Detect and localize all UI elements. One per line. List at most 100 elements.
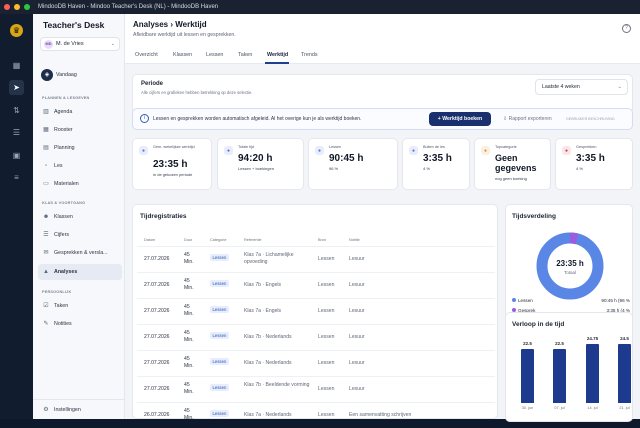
cell-note: Lesuur [349, 360, 365, 366]
grid-icon: ▦ [43, 127, 49, 133]
sidebar-section-plannen: PLANNEN & LESGEVEN [42, 96, 90, 100]
cell-reference: Klas 7a · Lichamelijke opvoeding [244, 252, 294, 265]
category-badge: Lessen [210, 332, 229, 339]
sidebar-item-today[interactable]: ◈ Vandaag [38, 68, 122, 81]
chart-bar[interactable] [586, 343, 599, 403]
period-select[interactable]: Laatste 4 weken ⌄ [535, 79, 628, 95]
table-row[interactable]: 27.07.2026 45 Min. Lessen Klas 7b · Enge… [137, 272, 495, 298]
kpi-value: 90:45 h [329, 153, 364, 164]
chart-bar[interactable] [618, 344, 631, 403]
chat-icon: ✉ [43, 250, 49, 256]
icon-rail: ♛ ▦ ➤ ⇅ ☰ ▣ ≡ [0, 14, 33, 419]
transfer-icon[interactable]: ⇅ [13, 106, 20, 115]
table-row[interactable]: 27.07.2026 45 Min. Lessen Klas 7b · Beel… [137, 376, 495, 402]
help-icon[interactable]: ? [622, 24, 631, 33]
kpi-label: Lessen [329, 145, 342, 149]
minimize-window-button[interactable] [14, 4, 20, 10]
page-header: Analyses › Werktijd Afleidbare werktijd … [125, 14, 640, 64]
cell-date: 26.07.2026 [144, 412, 170, 418]
sidebar-item-cijfers[interactable]: ☰ Cijfers [38, 228, 122, 241]
tab-werktijd[interactable]: Werktijd [267, 52, 289, 58]
sidebar-item-materialen[interactable]: ▭ Materialen [38, 177, 122, 190]
dashboard-icon[interactable]: ▦ [12, 61, 21, 70]
cell-note: Lesuur [349, 334, 365, 340]
sidebar-item-label: Notities [54, 320, 72, 327]
sliders-icon[interactable]: ≡ [14, 173, 19, 182]
sidebar-item-label: Vandaag [56, 71, 77, 78]
cell-reference: Klas 7b · Engels [244, 282, 282, 288]
legend-dot-icon [512, 308, 516, 312]
cell-reference: Klas 7a · Nederlands [244, 412, 292, 418]
legend-label: Lessen [518, 298, 533, 303]
tab-klassen[interactable]: Klassen [173, 52, 193, 58]
category-badge: Lessen [210, 280, 229, 287]
sidebar-item-settings[interactable]: ⚙ Instellingen [38, 403, 122, 416]
sidebar-item-planning[interactable]: ▤ Planning [38, 141, 122, 154]
cell-reference: Klas 7a · Nederlands [244, 360, 292, 366]
table-row[interactable]: 27.07.2026 45 Min. Lessen Klas 7a · Lich… [137, 246, 495, 272]
sidebar-item-les[interactable]: ▫ Les [38, 159, 122, 172]
user-description-link[interactable]: GEBRUIKER BESCHRIJVING [566, 117, 615, 121]
cell-note: Een samenvatting schrijven [349, 412, 412, 418]
kpi-value: 23:35 h [153, 159, 188, 170]
sidebar-item-analyses[interactable]: ▲ Analyses [38, 264, 122, 280]
sidebar-item-label: Les [54, 162, 63, 169]
table-row[interactable]: 27.07.2026 45 Min. Lessen Klas 7a · Enge… [137, 298, 495, 324]
legend-value: 90:45 h (96 % [601, 298, 630, 303]
distribution-title: Tijdsverdeling [512, 213, 556, 220]
active-tab-indicator [265, 62, 289, 64]
clock-icon: ● [409, 146, 418, 155]
cell-duration: 45 Min. [184, 304, 194, 317]
period-card: Periode Alle cijfers en grafieken hebben… [132, 74, 633, 114]
export-report-button[interactable]: ⇩ Rapport exporteren [503, 116, 552, 122]
app-logo-icon: ♛ [10, 24, 23, 37]
tab-taken[interactable]: Taken [238, 52, 253, 58]
image-icon[interactable]: ▣ [12, 151, 21, 160]
kpi-card: ● Gesprekken 3:35 h 4 % [555, 138, 633, 190]
sidebar-item-rooster[interactable]: ▦ Rooster [38, 123, 122, 136]
rocket-icon[interactable]: ➤ [9, 80, 24, 95]
layers-icon[interactable]: ☰ [12, 128, 21, 137]
tab-lessen[interactable]: Lessen [206, 52, 224, 58]
sidebar-item-notities[interactable]: ✎ Notities [38, 317, 122, 330]
user-switcher[interactable]: MD M. de Vries ⌄ [40, 37, 120, 51]
chart-bar[interactable] [521, 349, 534, 403]
cell-reference: Klas 7b · Beeldende vorming [244, 382, 310, 388]
kpi-label: Totale tijd [238, 145, 255, 149]
main-content: Analyses › Werktijd Afleidbare werktijd … [125, 14, 640, 422]
cell-date: 27.07.2026 [144, 360, 170, 366]
sidebar-item-gesprekken[interactable]: ✉ Gesprekken & versla... [38, 246, 122, 259]
cell-note: Lesuur [349, 386, 365, 392]
chart-title: Verloop in de tijd [512, 321, 565, 328]
cell-source: Lessen [318, 334, 335, 340]
info-bar: i Lessen en gesprekken worden automatisc… [132, 108, 633, 130]
kpi-label: Buiten de les [423, 145, 445, 149]
window-title: MindooDB Haven - Mindoo Teacher's Desk (… [38, 4, 219, 10]
tab-overzicht[interactable]: Overzicht [135, 52, 158, 58]
sidebar-item-klassen[interactable]: ☻ Klassen [38, 210, 122, 223]
zoom-window-button[interactable] [24, 4, 30, 10]
cell-reference: Klas 7b · Nederlands [244, 334, 292, 340]
cell-source: Lessen [318, 282, 335, 288]
sidebar-item-label: Rooster [54, 126, 73, 133]
folder-icon: ● [481, 146, 490, 155]
table-row[interactable]: 27.07.2026 45 Min. Lessen Klas 7b · Nede… [137, 324, 495, 350]
period-label: Periode [141, 81, 164, 87]
close-window-button[interactable] [4, 4, 10, 10]
chart-bar[interactable] [553, 349, 566, 403]
bar-category-label: 07. jul [554, 406, 565, 410]
table-row[interactable]: 26.07.2026 45 Min. Lessen Klas 7a · Nede… [137, 402, 495, 428]
clock-icon: ● [139, 146, 148, 155]
tab-trends[interactable]: Trends [301, 52, 318, 58]
sidebar-item-label: Materialen [54, 180, 79, 187]
kpi-label: Topcategorie [495, 145, 517, 149]
cell-date: 27.07.2026 [144, 334, 170, 340]
sidebar-item-taken[interactable]: ☑ Taken [38, 299, 122, 312]
avatar: MD [44, 39, 53, 49]
clipboard-icon: ▤ [43, 145, 49, 151]
sidebar-item-agenda[interactable]: ▥ Agenda [38, 105, 122, 118]
table-row[interactable]: 27.07.2026 45 Min. Lessen Klas 7a · Nede… [137, 350, 495, 376]
chart-icon: ☰ [43, 232, 49, 238]
category-badge: Lessen [210, 358, 229, 365]
book-worktime-button[interactable]: + Werktijd boeken [429, 112, 491, 126]
